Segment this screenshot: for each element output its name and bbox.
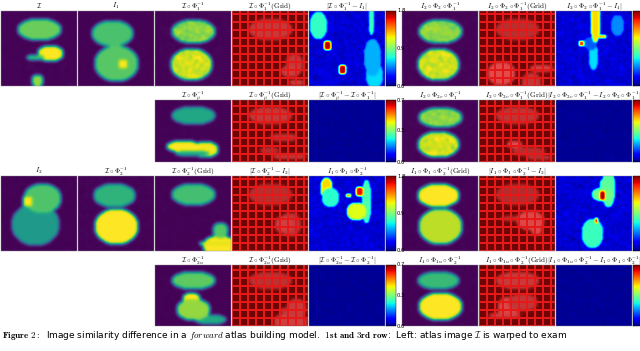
Text: $\mathcal{I} \circ \Phi_{\mu}^{-1}$: $\mathcal{I} \circ \Phi_{\mu}^{-1}$ — [181, 90, 205, 103]
Text: $|I_1 \circ \Phi_1 \circ \Phi_2^{-1} - I_2|$: $|I_1 \circ \Phi_1 \circ \Phi_2^{-1} - I… — [488, 166, 547, 178]
Bar — [232, 11, 308, 86]
Bar — [402, 265, 478, 326]
Bar — [78, 176, 154, 251]
Bar — [155, 11, 231, 86]
Bar — [402, 100, 478, 162]
Bar — [309, 265, 385, 326]
Text: $\mathcal{I} \circ \Phi_1^{-1}(\mathrm{Grid})$: $\mathcal{I} \circ \Phi_1^{-1}(\mathrm{G… — [248, 0, 292, 13]
Bar — [309, 100, 385, 162]
Text: $I_2 \circ \Phi_2 \circ \Phi_1^{-1}$: $I_2 \circ \Phi_2 \circ \Phi_1^{-1}$ — [420, 0, 460, 13]
Bar — [155, 176, 231, 251]
Text: $|\mathcal{I} \circ \Phi_1^{-1} - I_1|$: $|\mathcal{I} \circ \Phi_1^{-1} - I_1|$ — [326, 0, 368, 13]
Text: 0.0: 0.0 — [397, 249, 405, 253]
Text: $|\mathcal{I} \circ \Phi_{\mu}^{-1} - \mathcal{I} \circ \Phi_1^{-1}|$: $|\mathcal{I} \circ \Phi_{\mu}^{-1} - \m… — [318, 90, 376, 103]
Text: $I_2 \circ \Phi_{2v} \circ \Phi_1^{-1}$: $I_2 \circ \Phi_{2v} \circ \Phi_1^{-1}$ — [419, 90, 461, 101]
Text: $\mathcal{I} \circ \Phi_{\mu}^{-1}(\mathrm{Grid})$: $\mathcal{I} \circ \Phi_{\mu}^{-1}(\math… — [248, 90, 292, 103]
Bar — [1, 11, 77, 86]
Text: 0.7: 0.7 — [397, 263, 405, 267]
Text: $I_1 \circ \Phi_1 \circ \Phi_2^{-1}(\mathrm{Grid})$: $I_1 \circ \Phi_1 \circ \Phi_2^{-1}(\mat… — [410, 166, 470, 178]
Bar — [155, 100, 231, 162]
Text: $\mathcal{I} \circ \Phi_2^{-1}(\mathrm{Grid})$: $\mathcal{I} \circ \Phi_2^{-1}(\mathrm{G… — [171, 166, 215, 178]
Bar — [155, 265, 231, 326]
Bar — [479, 265, 555, 326]
Text: 0.9: 0.9 — [397, 211, 405, 216]
Text: $\mathcal{I} \circ \Phi_{2u}^{-1}(\mathrm{Grid})$: $\mathcal{I} \circ \Phi_{2u}^{-1}(\mathr… — [248, 254, 292, 267]
Text: $I_2$: $I_2$ — [35, 166, 43, 176]
Text: $|I_1 \circ \Phi_{1u} \circ \Phi_2^{-1} - I_1 \circ \Phi_1 \circ \Phi_2^{-1}|$: $|I_1 \circ \Phi_{1u} \circ \Phi_2^{-1} … — [547, 254, 640, 267]
Text: $|\mathcal{I} \circ \Phi_2^{-1} - I_2|$: $|\mathcal{I} \circ \Phi_2^{-1} - I_2|$ — [249, 166, 291, 178]
Text: $\mathcal{I}$: $\mathcal{I}$ — [36, 0, 42, 9]
Bar — [232, 176, 308, 251]
Text: 0.0: 0.0 — [397, 324, 405, 329]
Text: $|\mathcal{I} \circ \Phi_{2u}^{-1} - \mathcal{I} \circ \Phi_2^{-1}|$: $|\mathcal{I} \circ \Phi_{2u}^{-1} - \ma… — [318, 254, 376, 267]
Bar — [1, 176, 77, 251]
Text: $I_1$: $I_1$ — [113, 0, 120, 11]
Bar — [479, 11, 555, 86]
Text: $\mathcal{I} \circ \Phi_1^{-1}$: $\mathcal{I} \circ \Phi_1^{-1}$ — [181, 0, 205, 13]
Text: 0.9: 0.9 — [397, 46, 405, 51]
Bar — [556, 176, 632, 251]
Bar — [556, 100, 632, 162]
Bar — [78, 11, 154, 86]
Bar — [309, 176, 385, 251]
Text: $I_1 \circ \Phi_1 \circ \Phi_2^{-1}$: $I_1 \circ \Phi_1 \circ \Phi_2^{-1}$ — [327, 166, 367, 178]
Text: 0.3: 0.3 — [397, 128, 405, 133]
Bar — [232, 100, 308, 162]
Bar — [556, 11, 632, 86]
Bar — [309, 11, 385, 86]
Bar — [556, 265, 632, 326]
Bar — [232, 265, 308, 326]
Text: $I_2 \circ \Phi_2 \circ \Phi_1^{-1}(\mathrm{Grid})$: $I_2 \circ \Phi_2 \circ \Phi_1^{-1}(\mat… — [486, 0, 547, 13]
Text: 0.3: 0.3 — [397, 293, 405, 298]
Bar — [479, 100, 555, 162]
Text: 1.8: 1.8 — [397, 8, 405, 13]
Bar — [402, 11, 478, 86]
Bar — [402, 176, 478, 251]
Text: 0.0: 0.0 — [397, 84, 405, 88]
Text: 0.7: 0.7 — [397, 98, 405, 102]
Text: $I_1 \circ \Phi_{1u} \circ \Phi_2^{-1}(\mathrm{Grid})$: $I_1 \circ \Phi_{1u} \circ \Phi_2^{-1}(\… — [485, 254, 549, 267]
Text: $I_2 \circ \Phi_{2v} \circ \Phi_1^{-1}(\mathrm{Grid})$: $I_2 \circ \Phi_{2v} \circ \Phi_1^{-1}(\… — [485, 90, 548, 102]
Text: $I_1 \circ \Phi_{1u} \circ \Phi_2^{-1}$: $I_1 \circ \Phi_{1u} \circ \Phi_2^{-1}$ — [419, 254, 461, 267]
Text: $\bf{Figure\ 2:}$  Image similarity difference in a $\it{forward}$ atlas buildin: $\bf{Figure\ 2:}$ Image similarity diffe… — [2, 329, 567, 342]
Text: $\mathcal{I} \circ \Phi_{2u}^{-1}$: $\mathcal{I} \circ \Phi_{2u}^{-1}$ — [181, 254, 205, 267]
Text: $\mathcal{I} \circ \Phi_2^{-1}$: $\mathcal{I} \circ \Phi_2^{-1}$ — [104, 166, 128, 178]
Text: $I_2 \circ \Phi_2 \circ \Phi_1^{-1} - I_1|$: $I_2 \circ \Phi_2 \circ \Phi_1^{-1} - I_… — [566, 0, 622, 13]
Text: 0.0: 0.0 — [397, 159, 405, 165]
Text: $|I_2 \circ \Phi_{2v} \circ \Phi_1^{-1} - I_2 \circ \Phi_2 \circ \Phi_1^{-1}|$: $|I_2 \circ \Phi_{2v} \circ \Phi_1^{-1} … — [547, 90, 640, 102]
Text: 1.8: 1.8 — [397, 173, 405, 179]
Bar — [479, 176, 555, 251]
